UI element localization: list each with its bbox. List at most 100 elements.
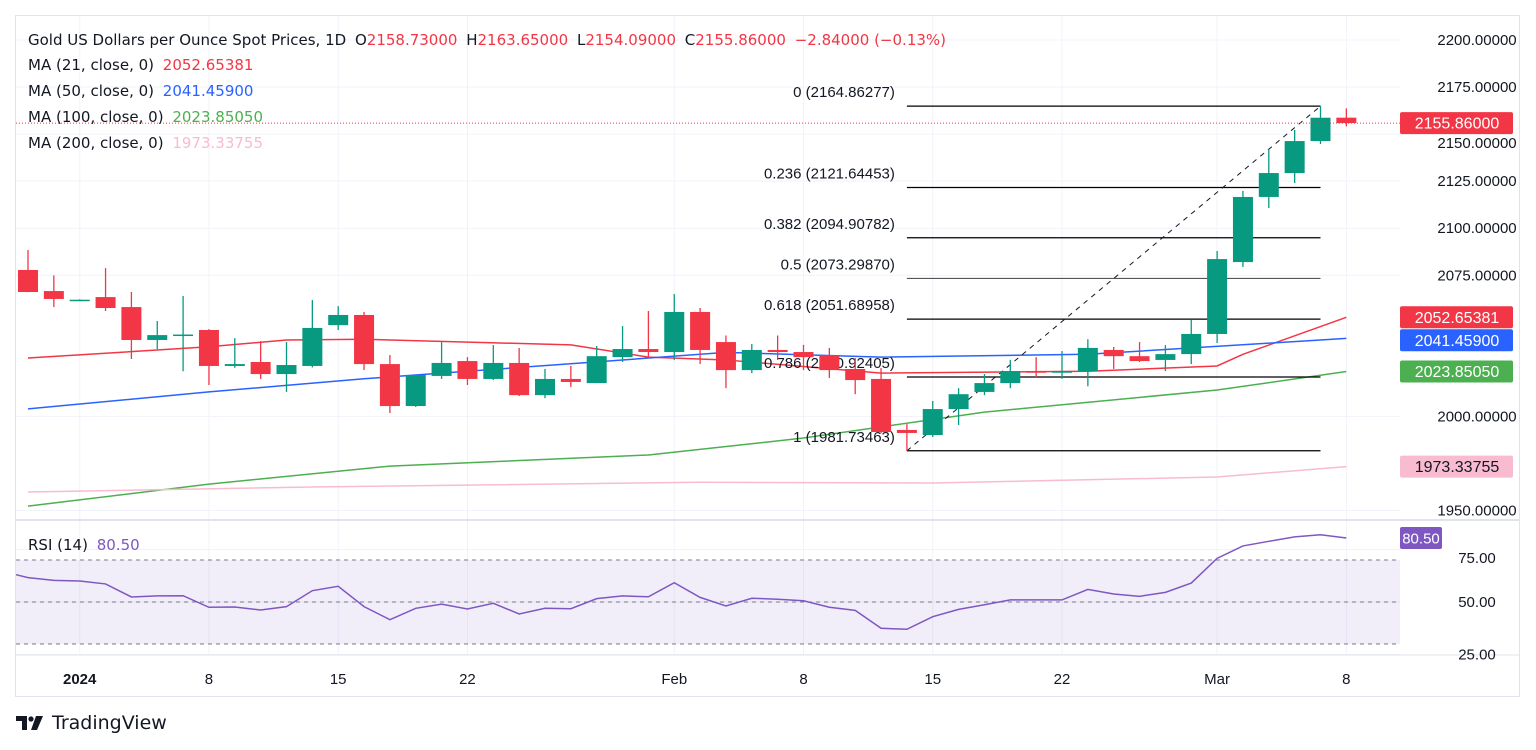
ma50-legend[interactable]: MA (50, close, 0) 2041.45900 [28, 82, 257, 100]
candle [509, 347, 530, 397]
candle-body [586, 356, 607, 384]
ma50-label: MA (50, close, 0) [28, 82, 155, 100]
candle-body [121, 307, 142, 340]
tradingview-logo-icon [16, 716, 43, 730]
fib-level-label: 0 (2164.86277) [793, 84, 895, 101]
candle-body [224, 364, 245, 366]
candle-body [922, 409, 943, 436]
tradingview-logo[interactable]: TradingView [16, 712, 167, 734]
candle-body [354, 314, 375, 365]
candle [1077, 339, 1098, 387]
ma21-label: MA (21, close, 0) [28, 56, 155, 74]
rsi-axis-label: 25.00 [1458, 647, 1496, 664]
candle [1207, 250, 1228, 344]
ma50-line [27, 337, 1347, 410]
price-axis-label: 2175.00000 [1437, 79, 1516, 96]
candle [328, 306, 349, 331]
fib-level-label: 0.382 (2094.90782) [764, 216, 895, 233]
rsi-legend[interactable]: RSI (14) 80.50 [28, 536, 144, 554]
symbol-legend: Gold US Dollars per Ounce Spot Prices, 1… [28, 31, 950, 49]
rsi-badge [1400, 526, 1442, 549]
close-label: C [684, 31, 696, 49]
price-badge [1400, 329, 1513, 352]
candle-body [664, 311, 685, 353]
ma200-label: MA (200, close, 0) [28, 134, 164, 152]
time-axis-label: 8 [205, 671, 213, 688]
rsi-label: RSI (14) [28, 536, 88, 554]
candle [586, 346, 607, 384]
rsi-value: 80.50 [96, 536, 140, 554]
ma100-legend[interactable]: MA (100, close, 0) 2023.85050 [28, 108, 267, 126]
time-axis-label: Feb [661, 671, 687, 688]
candle [354, 311, 375, 371]
ma100-value: 2023.85050 [172, 108, 264, 126]
price-axis-label: 2200.00000 [1437, 32, 1516, 49]
candle-body [767, 349, 788, 353]
rsi-axis-label: 50.00 [1458, 594, 1496, 611]
ma100-line [27, 370, 1347, 507]
candle [1284, 129, 1305, 184]
price-axis-label: 2150.00000 [1437, 135, 1516, 152]
low-label: L [576, 31, 586, 49]
candle [121, 291, 142, 359]
ma200-value: 1973.33755 [172, 134, 264, 152]
candle-body [535, 378, 555, 396]
price-axis-label: 2075.00000 [1437, 267, 1516, 284]
price-badge-label: 2041.45900 [1415, 333, 1500, 350]
candle [1052, 351, 1072, 379]
price-axis-label: 1950.00000 [1437, 503, 1516, 520]
ma21-value: 2052.65381 [162, 56, 254, 74]
ma21-line [27, 316, 1347, 374]
candle [922, 400, 943, 438]
candle-body [845, 368, 866, 381]
candle-body [560, 378, 581, 382]
candle [1310, 106, 1331, 145]
candle-body [1052, 371, 1072, 373]
candle [767, 335, 788, 360]
ma100-label: MA (100, close, 0) [28, 108, 164, 126]
candle [664, 294, 685, 361]
candle-body [793, 352, 814, 358]
high-label: H [466, 31, 478, 49]
candle-body [198, 330, 219, 366]
candle [819, 347, 840, 379]
candle [896, 424, 917, 451]
candle-body [690, 311, 711, 350]
ma50-value: 2041.45900 [162, 82, 254, 100]
candle-body [147, 335, 168, 340]
price-badge [1400, 455, 1513, 478]
candle [560, 365, 581, 388]
candle-body [1207, 259, 1228, 334]
price-badge-label: 1973.33755 [1415, 459, 1500, 476]
candle [974, 374, 995, 396]
candle [715, 335, 736, 389]
candle-body [431, 362, 452, 376]
candle [302, 300, 323, 368]
rsi-axis-label: 75.00 [1458, 550, 1496, 567]
candle-body [1232, 196, 1253, 263]
time-axis-label: 8 [799, 671, 807, 688]
close-value: 2155.86000 [695, 31, 786, 49]
candle-body [1129, 356, 1150, 362]
symbol-title: Gold US Dollars per Ounce Spot Prices, 1… [28, 31, 347, 49]
time-axis-label: 8 [1342, 671, 1350, 688]
ma21-legend[interactable]: MA (21, close, 0) 2052.65381 [28, 56, 257, 74]
time-axis-label: 15 [330, 671, 347, 688]
time-axis-label: 22 [1054, 671, 1071, 688]
time-axis-label: 22 [459, 671, 476, 688]
fib-level-label: 1 (1981.73463) [793, 429, 895, 446]
candle [638, 311, 659, 359]
candle [405, 374, 426, 407]
ma200-line [27, 465, 1347, 493]
candle [147, 320, 168, 350]
ma200-legend[interactable]: MA (200, close, 0) 1973.33755 [28, 134, 267, 152]
candle-body [173, 334, 194, 337]
candle [276, 342, 297, 392]
candle-body [1310, 117, 1331, 142]
candle-body [1103, 349, 1124, 357]
fib-level-label: 0.5 (2073.29870) [781, 256, 895, 273]
candle [1258, 149, 1279, 209]
candle-body [69, 299, 90, 302]
brand-name: TradingView [52, 712, 167, 734]
